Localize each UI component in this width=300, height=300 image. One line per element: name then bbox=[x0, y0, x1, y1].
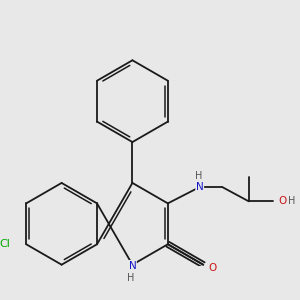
Text: H: H bbox=[195, 171, 203, 181]
Text: O: O bbox=[278, 196, 286, 206]
Text: H: H bbox=[288, 196, 295, 206]
Text: H: H bbox=[127, 273, 134, 283]
Text: N: N bbox=[196, 182, 204, 192]
Text: O: O bbox=[208, 263, 216, 273]
Text: N: N bbox=[129, 260, 136, 271]
Text: Cl: Cl bbox=[0, 239, 11, 249]
